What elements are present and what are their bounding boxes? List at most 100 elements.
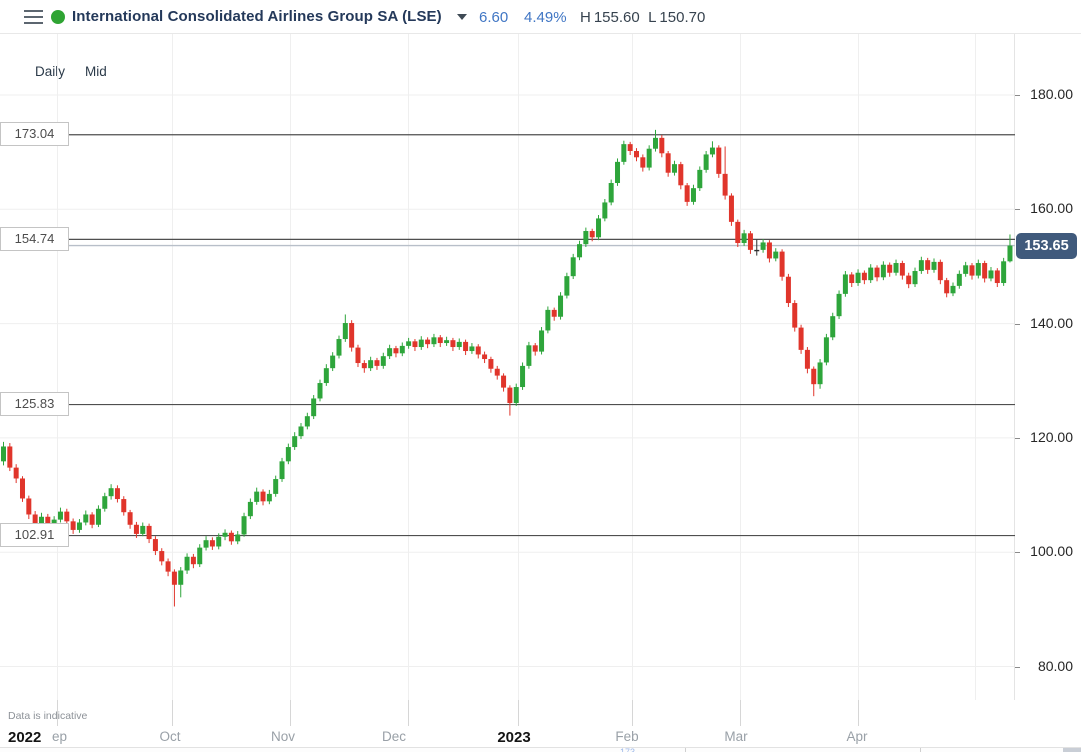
candle	[76, 522, 82, 530]
candle	[671, 164, 677, 173]
candle	[64, 511, 70, 522]
candle	[26, 498, 32, 515]
candle	[583, 231, 589, 245]
candle	[152, 539, 158, 552]
candle	[95, 508, 101, 525]
candle	[450, 340, 456, 348]
candle	[513, 387, 519, 404]
caret-down-icon[interactable]	[457, 14, 467, 20]
candle	[387, 348, 393, 357]
price-tick-label: 120.00	[1030, 428, 1073, 445]
price-tick-label: 140.00	[1030, 314, 1073, 331]
instrument-title[interactable]: International Consolidated Airlines Grou…	[72, 8, 442, 25]
bottom-panel-edge: 173	[0, 747, 1081, 752]
candle	[399, 345, 405, 354]
candle	[823, 337, 829, 363]
candle	[545, 309, 551, 331]
candle	[754, 249, 760, 252]
time-axis-month-label: Dec	[381, 729, 407, 744]
market-open-dot-icon	[51, 10, 65, 24]
price-tick-label: 80.00	[1037, 657, 1073, 674]
candle	[45, 516, 51, 528]
candle	[7, 446, 13, 468]
current-price-badge: 153.65	[1016, 232, 1077, 259]
price-level-label: 125.83	[0, 392, 69, 417]
price-tick-mark	[1015, 209, 1020, 211]
candle	[241, 516, 247, 535]
candle	[254, 491, 260, 502]
candle	[222, 532, 228, 537]
candle	[412, 341, 418, 348]
candle	[589, 231, 595, 238]
candle	[197, 547, 203, 565]
candle	[70, 521, 76, 530]
price-tick-mark	[1015, 666, 1020, 668]
candle	[570, 257, 576, 277]
candle	[558, 295, 564, 317]
candle	[361, 363, 367, 369]
candle	[374, 360, 380, 366]
candle	[418, 339, 424, 348]
candle	[406, 341, 412, 346]
candle	[659, 137, 665, 154]
price-tick-label: 100.00	[1030, 543, 1073, 560]
candle	[602, 202, 608, 219]
low-value: 150.70	[659, 9, 706, 26]
clipped-label-fragment: 173	[620, 748, 654, 752]
candle	[203, 540, 209, 548]
candlestick-plot[interactable]	[0, 34, 1015, 700]
time-axis-tick	[858, 700, 859, 726]
candle	[906, 275, 912, 285]
candle	[887, 264, 893, 273]
candle	[501, 375, 507, 388]
candle	[665, 153, 671, 173]
candle	[19, 478, 25, 499]
candle	[842, 274, 848, 294]
candle	[577, 244, 583, 258]
price-level-label: 173.04	[0, 122, 69, 147]
candle	[627, 144, 633, 152]
candle	[507, 387, 513, 404]
price-level-label: 102.91	[0, 523, 69, 548]
candle	[127, 512, 133, 525]
candle	[716, 147, 722, 174]
candle	[393, 348, 399, 354]
candle	[38, 516, 44, 525]
candle	[652, 137, 658, 149]
candle	[722, 173, 728, 196]
candle	[798, 327, 804, 350]
candle	[766, 242, 772, 259]
candle	[893, 263, 899, 273]
candle	[165, 561, 171, 572]
candle	[982, 263, 988, 279]
candle	[190, 556, 196, 565]
candle	[482, 354, 488, 360]
time-axis-tick	[57, 700, 58, 726]
time-axis-tick	[740, 700, 741, 726]
candle	[621, 144, 627, 162]
candle	[235, 534, 241, 542]
candle	[880, 264, 886, 278]
candle	[355, 347, 361, 364]
candle	[741, 233, 747, 244]
candle	[735, 221, 741, 244]
candle	[431, 337, 437, 345]
price-tick-mark	[1015, 95, 1020, 96]
candle	[184, 556, 190, 571]
candle	[228, 532, 234, 542]
candle	[950, 285, 956, 294]
candle	[133, 524, 139, 534]
time-axis-month-label: Nov	[270, 729, 296, 744]
candle	[678, 164, 684, 186]
candle	[444, 340, 450, 344]
footnote: Data is indicative	[8, 710, 88, 722]
candle	[539, 330, 545, 352]
candle	[1007, 245, 1013, 262]
candle	[260, 491, 266, 502]
price-type-selector[interactable]: Mid	[85, 64, 107, 79]
hamburger-menu-icon[interactable]	[24, 10, 43, 24]
candle	[861, 272, 867, 281]
scrollbar-thumb[interactable]	[1063, 748, 1081, 752]
candle	[247, 501, 253, 517]
